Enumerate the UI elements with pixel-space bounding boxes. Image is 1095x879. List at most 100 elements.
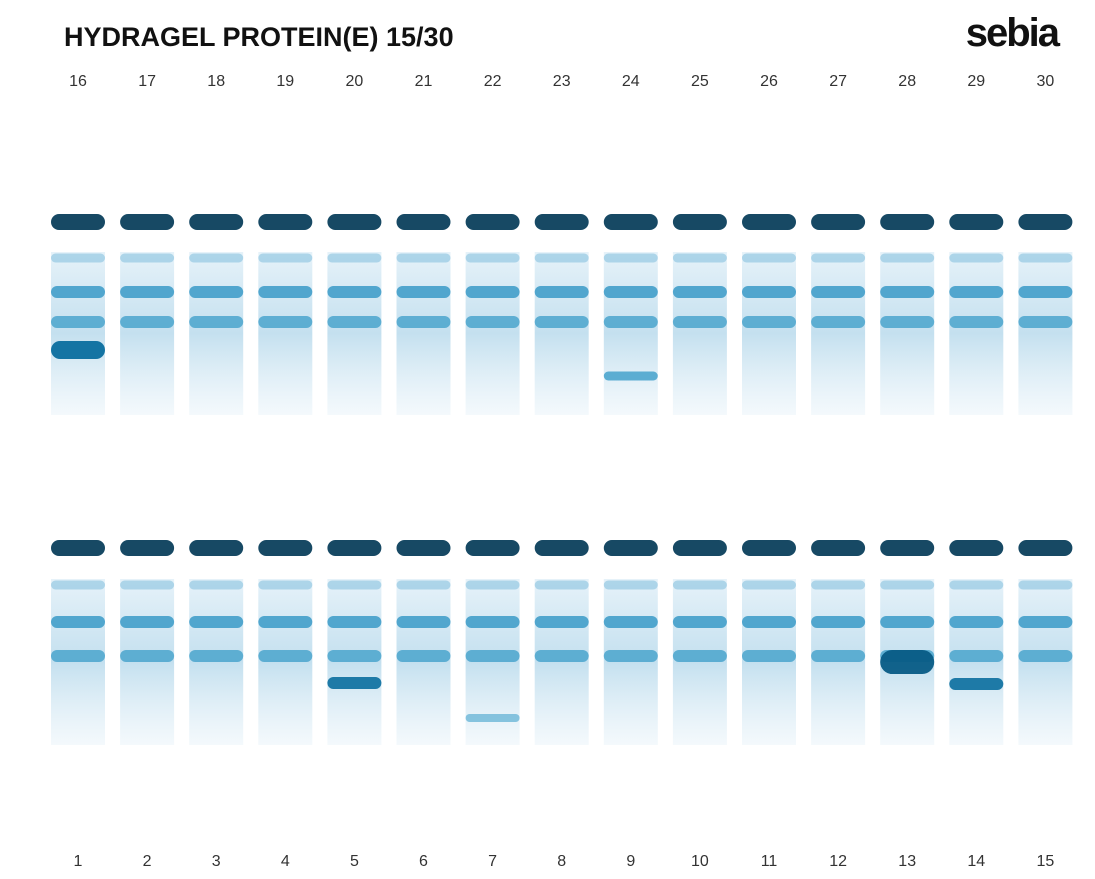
band — [120, 286, 175, 298]
band — [603, 650, 658, 662]
band — [1018, 286, 1073, 298]
band — [396, 616, 451, 628]
lane-label: 27 — [829, 73, 847, 90]
band — [949, 316, 1004, 328]
band — [258, 580, 313, 590]
extra-band — [51, 341, 105, 359]
band — [534, 286, 589, 298]
lane-label: 8 — [557, 853, 566, 870]
band — [120, 616, 175, 628]
band — [811, 253, 866, 263]
albumin-band — [51, 214, 105, 230]
lane-label: 23 — [553, 73, 571, 90]
band — [396, 580, 451, 590]
band — [672, 286, 727, 298]
smear — [742, 252, 796, 415]
band — [120, 316, 175, 328]
lane-label: 29 — [967, 73, 985, 90]
band — [811, 316, 866, 328]
smear — [396, 252, 451, 415]
smear — [672, 252, 727, 415]
band — [672, 253, 727, 263]
albumin-band — [603, 214, 658, 230]
albumin-band — [672, 540, 727, 556]
band — [949, 616, 1004, 628]
lane-label: 22 — [484, 73, 502, 90]
lane-label: 11 — [761, 853, 778, 870]
albumin-band — [189, 540, 244, 556]
band — [120, 253, 175, 263]
lane-label: 21 — [415, 73, 433, 90]
albumin-band — [672, 214, 727, 230]
albumin-band — [396, 214, 451, 230]
albumin-band — [949, 540, 1004, 556]
lane-label: 13 — [898, 853, 916, 870]
smear — [189, 252, 244, 415]
albumin-band — [120, 214, 175, 230]
lane-label: 4 — [281, 853, 290, 870]
lane-label: 9 — [626, 853, 635, 870]
band — [465, 286, 520, 298]
band — [880, 580, 935, 590]
albumin-band — [880, 214, 935, 230]
band — [327, 580, 382, 590]
band — [51, 286, 105, 298]
band — [120, 650, 175, 662]
band — [396, 253, 451, 263]
band — [742, 253, 796, 263]
band — [603, 580, 658, 590]
band — [396, 286, 451, 298]
extra-band — [949, 678, 1004, 690]
extra-band — [603, 371, 658, 381]
band — [672, 316, 727, 328]
band — [189, 316, 244, 328]
smear — [51, 252, 105, 415]
band — [672, 616, 727, 628]
albumin-band — [1018, 540, 1073, 556]
lane-label: 17 — [138, 73, 156, 90]
band — [1018, 316, 1073, 328]
band — [880, 616, 935, 628]
band — [811, 580, 866, 590]
lane-label: 5 — [350, 853, 359, 870]
band — [949, 650, 1004, 662]
band — [880, 253, 935, 263]
smear — [603, 252, 658, 415]
lane-label: 24 — [622, 73, 640, 90]
band — [603, 286, 658, 298]
band — [880, 316, 935, 328]
lane-label: 2 — [143, 853, 152, 870]
band — [465, 253, 520, 263]
smear — [258, 252, 313, 415]
albumin-band — [465, 540, 520, 556]
band — [396, 650, 451, 662]
lane-label: 6 — [419, 853, 428, 870]
band — [189, 650, 244, 662]
extra-band — [465, 714, 520, 722]
lane-label: 16 — [69, 73, 87, 90]
albumin-band — [327, 540, 382, 556]
band — [189, 253, 244, 263]
band — [603, 253, 658, 263]
smear — [949, 252, 1004, 415]
band — [742, 650, 796, 662]
band — [258, 253, 313, 263]
band — [396, 316, 451, 328]
band — [327, 650, 382, 662]
smear — [1018, 252, 1073, 415]
band — [811, 650, 866, 662]
band — [51, 253, 105, 263]
lane-label: 20 — [346, 73, 364, 90]
smear — [880, 252, 935, 415]
band — [1018, 650, 1073, 662]
band — [534, 253, 589, 263]
band — [465, 616, 520, 628]
band — [811, 616, 866, 628]
band — [534, 580, 589, 590]
band — [603, 316, 658, 328]
extra-band — [327, 677, 382, 689]
band — [672, 650, 727, 662]
smear — [327, 252, 382, 415]
albumin-band — [258, 540, 313, 556]
